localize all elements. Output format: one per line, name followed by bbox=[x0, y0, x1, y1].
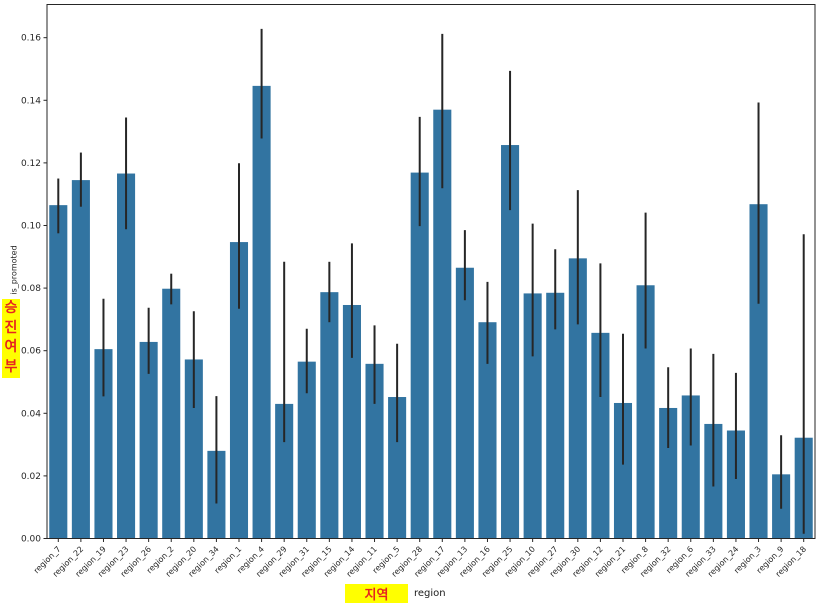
bar-region_24 bbox=[726, 430, 745, 539]
bar-region_1 bbox=[229, 242, 249, 539]
bar-region_22 bbox=[71, 180, 90, 539]
y-tick-label: 0.08 bbox=[21, 284, 41, 294]
bar-region_26 bbox=[139, 341, 158, 539]
bar-region_21 bbox=[613, 402, 633, 539]
bar-region_4 bbox=[252, 85, 271, 539]
bar-region_17 bbox=[433, 109, 452, 539]
y-tick-label: 0.00 bbox=[21, 535, 41, 545]
bar-region_13 bbox=[455, 267, 474, 539]
bar-region_3 bbox=[749, 204, 768, 539]
plot-border bbox=[46, 4, 816, 539]
y-tick-label: 0.14 bbox=[21, 96, 41, 106]
y-tick-label: 0.12 bbox=[21, 159, 41, 169]
bar-region_25 bbox=[501, 145, 520, 539]
x-axis-label-translation-overlay: 지역 bbox=[345, 584, 408, 603]
y-axis-label-translation-overlay: 승진여부 bbox=[2, 299, 20, 379]
x-axis-label: region bbox=[414, 588, 446, 599]
bar-region_12 bbox=[591, 332, 610, 539]
bar-region_31 bbox=[297, 361, 316, 539]
bar-region_29 bbox=[275, 403, 294, 539]
bar-region_28 bbox=[410, 172, 429, 539]
y-tick-label: 0.10 bbox=[21, 221, 41, 231]
y-tick-label: 0.16 bbox=[21, 34, 41, 44]
bar-region_14 bbox=[342, 304, 361, 539]
bar-region_6 bbox=[681, 395, 700, 539]
bar-region_32 bbox=[659, 407, 678, 539]
bar-region_16 bbox=[478, 322, 497, 539]
y-tick-label: 0.04 bbox=[21, 409, 41, 419]
y-tick-label: 0.06 bbox=[21, 347, 41, 357]
bar-region_30 bbox=[568, 258, 587, 539]
bar-region_20 bbox=[184, 359, 203, 539]
bar-region_15 bbox=[320, 292, 339, 539]
bar-region_19 bbox=[94, 349, 113, 539]
y-axis-label: is_promoted bbox=[9, 245, 19, 295]
x-axis-label-row: 지역 region bbox=[345, 584, 446, 603]
bar-region_27 bbox=[546, 292, 565, 539]
bar-region_7 bbox=[49, 205, 68, 539]
bar-region_5 bbox=[388, 397, 407, 539]
bar-region_8 bbox=[636, 285, 655, 539]
y-tick-label: 0.02 bbox=[21, 472, 41, 482]
bar-region_10 bbox=[523, 293, 542, 539]
bar-region_11 bbox=[365, 363, 384, 539]
bar-region_2 bbox=[162, 288, 181, 539]
bar-region_23 bbox=[117, 173, 136, 539]
